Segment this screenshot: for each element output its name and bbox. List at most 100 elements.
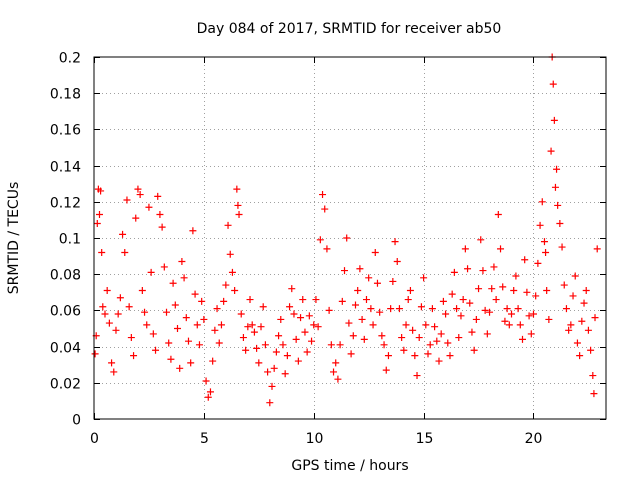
data-point <box>165 339 173 347</box>
data-point <box>330 368 338 376</box>
data-point <box>195 341 203 349</box>
data-point <box>518 335 526 343</box>
data-point <box>553 165 561 173</box>
data-point <box>184 337 192 345</box>
data-point <box>112 326 120 334</box>
data-point <box>301 328 309 336</box>
data-point <box>389 277 397 285</box>
data-point <box>174 325 182 332</box>
data-point <box>590 390 598 398</box>
data-point <box>332 359 340 367</box>
data-point <box>560 281 568 289</box>
data-point <box>91 350 99 358</box>
data-point <box>255 359 263 367</box>
x-tick-label: 10 <box>306 431 324 447</box>
data-point <box>130 352 138 360</box>
y-tick-label: 0.08 <box>50 268 81 284</box>
data-point <box>134 185 142 193</box>
data-point <box>99 303 107 311</box>
data-point <box>305 312 313 320</box>
data-point <box>158 223 166 231</box>
data-point <box>543 286 551 294</box>
data-point <box>132 214 140 222</box>
data-point <box>424 350 432 358</box>
data-point <box>242 346 250 354</box>
data-point <box>299 296 307 304</box>
data-point <box>121 248 129 256</box>
data-point <box>422 321 430 329</box>
data-point <box>167 355 175 363</box>
data-point <box>191 290 199 298</box>
y-tick-label: 0.1 <box>59 232 81 248</box>
data-point <box>259 303 267 311</box>
data-point <box>266 399 274 407</box>
x-tick-label: 0 <box>90 431 99 447</box>
data-point <box>204 393 212 401</box>
data-point <box>189 227 197 235</box>
data-point <box>488 285 496 293</box>
data-point <box>228 268 236 276</box>
data-point <box>453 305 461 313</box>
data-point <box>369 321 377 329</box>
data-point <box>202 377 210 385</box>
data-point <box>125 303 133 311</box>
data-point <box>239 334 247 342</box>
data-point <box>573 339 581 347</box>
data-point <box>253 344 261 352</box>
data-point <box>281 370 289 378</box>
data-point <box>376 308 384 316</box>
data-point <box>272 348 280 356</box>
data-point <box>565 326 573 334</box>
data-point <box>283 352 291 360</box>
data-point <box>380 341 388 349</box>
data-point <box>105 319 113 327</box>
data-point <box>145 203 153 211</box>
data-point <box>402 321 410 329</box>
data-point <box>127 334 135 342</box>
data-point <box>527 330 535 338</box>
data-point <box>448 290 456 298</box>
data-point <box>297 314 305 322</box>
data-point <box>200 315 208 323</box>
data-point <box>316 236 324 244</box>
data-point <box>119 230 127 238</box>
data-point <box>141 308 149 316</box>
data-point <box>417 303 425 311</box>
data-point <box>246 296 254 304</box>
data-point <box>108 359 116 367</box>
data-point <box>360 335 368 343</box>
data-point <box>551 183 559 191</box>
data-point <box>95 210 103 218</box>
data-point <box>231 286 239 294</box>
data-point <box>404 296 412 304</box>
gridlines <box>94 57 606 419</box>
data-point <box>567 321 575 329</box>
data-point <box>558 243 566 251</box>
data-point <box>257 323 265 331</box>
data-point <box>391 238 399 246</box>
data-point <box>149 330 157 338</box>
data-point <box>492 296 500 304</box>
data-point <box>442 310 450 318</box>
y-tick-label: 0.12 <box>50 196 81 212</box>
data-point <box>398 334 406 342</box>
data-point <box>384 352 392 360</box>
data-point <box>147 268 155 276</box>
data-point <box>472 315 480 323</box>
data-point <box>409 326 417 334</box>
x-tick-label: 15 <box>416 431 434 447</box>
data-point <box>540 238 548 246</box>
data-point <box>123 196 131 204</box>
data-point <box>234 201 242 209</box>
data-point <box>336 341 344 349</box>
data-point <box>562 305 570 313</box>
data-point <box>580 299 588 307</box>
data-point <box>521 256 529 264</box>
data-point <box>314 323 322 331</box>
data-point <box>378 332 386 340</box>
data-point <box>103 286 111 294</box>
data-point <box>433 337 441 345</box>
data-point <box>571 272 579 280</box>
data-point <box>349 332 357 340</box>
data-point <box>362 296 370 304</box>
